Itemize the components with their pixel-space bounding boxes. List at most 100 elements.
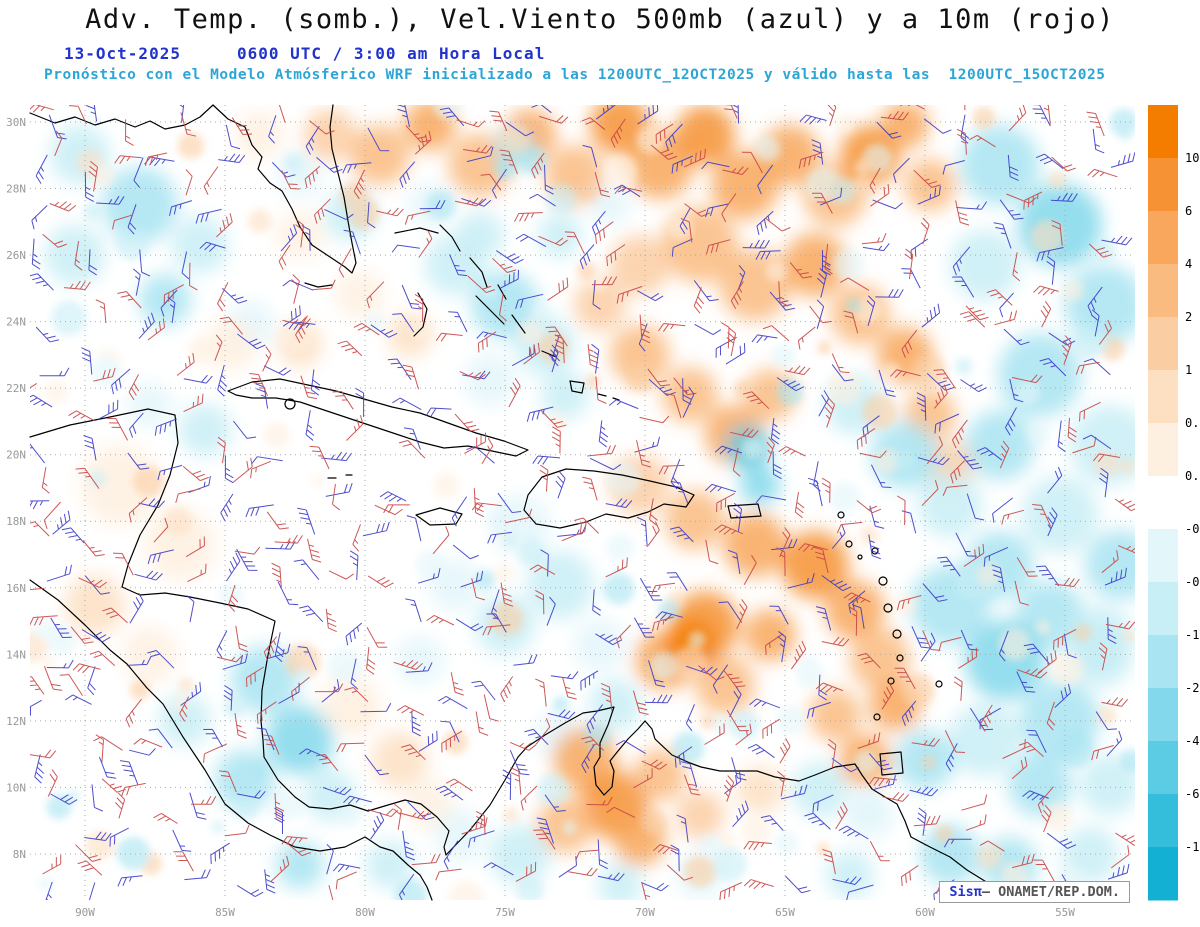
coastline-florida-keys: [304, 282, 333, 288]
wind-barb-10m: [219, 770, 237, 793]
wind-barb-10m: [112, 214, 134, 230]
wind-barb-500mb: [582, 144, 598, 168]
wind-barb-10m: [72, 663, 101, 674]
wind-barb-10m: [1011, 756, 1028, 780]
wind-barb-500mb: [84, 171, 95, 203]
wind-barb-10m: [175, 488, 201, 503]
wind-barb-500mb: [98, 756, 117, 779]
wind-barb-500mb: [777, 631, 787, 663]
wind-barb-500mb: [50, 793, 78, 805]
wind-barb-500mb: [597, 872, 625, 882]
wind-barb-500mb: [222, 653, 248, 670]
shading-speckle: [954, 357, 973, 376]
colorbar-segment: [1148, 317, 1178, 371]
wind-barb-500mb: [299, 748, 328, 759]
shading-blob: [122, 627, 178, 683]
colorbar-segment: [1148, 370, 1178, 424]
wind-barb-500mb: [586, 704, 604, 734]
colorbar: 10 6 4 2 1 0.5 0.1 -0.1 -0.5 -1 -2 -4 -6 -10: [1148, 105, 1200, 901]
coastline-island: [873, 713, 881, 721]
wind-barb-500mb: [84, 831, 112, 841]
wind-barb-10m: [614, 186, 643, 195]
wind-barb-10m: [463, 144, 493, 154]
wind-barb-500mb: [1083, 358, 1111, 376]
wind-barb-500mb: [799, 114, 827, 125]
wind-barb-10m: [729, 428, 759, 438]
wind-barb-500mb: [550, 671, 579, 680]
wind-barb-10m: [616, 624, 632, 649]
wind-barb-10m: [735, 723, 752, 746]
colorbar-tick-label: 1: [1185, 363, 1192, 377]
wind-barb-500mb: [362, 521, 390, 537]
wind-barb-10m: [404, 210, 431, 225]
shading-speckle: [817, 340, 832, 355]
wind-barb-500mb: [532, 455, 561, 465]
wind-barb-10m: [538, 235, 568, 247]
coastline-island: [887, 677, 895, 685]
shading-speckle: [713, 847, 747, 882]
wind-barb-500mb: [83, 435, 97, 461]
wind-barb-500mb: [169, 200, 193, 216]
wind-barb-10m: [650, 144, 678, 160]
wind-barb-10m: [435, 868, 462, 881]
wind-barb-500mb: [1046, 256, 1056, 285]
wind-barb-500mb: [225, 124, 241, 150]
wind-barb-10m: [216, 213, 233, 238]
wind-barb-500mb: [324, 208, 354, 220]
wind-barb-10m: [649, 498, 658, 526]
wind-barb-10m: [309, 120, 335, 135]
shading-speckle: [602, 572, 635, 605]
shading-blob: [236, 111, 284, 159]
shading-speckle: [537, 332, 569, 363]
wind-barb-10m: [304, 165, 321, 189]
wind-barb-500mb: [199, 241, 226, 252]
wind-barb-500mb: [236, 789, 266, 799]
wind-barb-10m: [857, 732, 881, 749]
lat-tick-label: 8N: [13, 848, 26, 861]
wind-barb-500mb: [515, 293, 544, 310]
wind-barb-10m: [1023, 191, 1043, 210]
lat-tick-label: 30N: [6, 116, 26, 129]
wind-barb-10m: [75, 467, 100, 489]
shading-speckle: [1062, 280, 1084, 302]
wind-barb-10m: [610, 118, 626, 148]
wind-barb-500mb: [395, 105, 410, 128]
wind-barb-10m: [43, 666, 63, 691]
shading-speckle: [776, 705, 806, 735]
shading-speckle: [426, 190, 456, 220]
wind-barb-10m: [538, 115, 569, 124]
wind-barb-500mb: [175, 105, 186, 123]
shading-speckle: [51, 300, 87, 336]
wind-barb-10m: [315, 683, 344, 693]
colorbar-tick-label: -4: [1185, 734, 1199, 748]
shading-speckle: [862, 394, 897, 430]
wind-barb-10m: [639, 314, 651, 344]
wind-barb-10m: [1033, 859, 1056, 883]
wind-barb-10m: [450, 672, 464, 696]
shading-speckle: [603, 154, 638, 189]
wind-barb-500mb: [983, 546, 1009, 567]
shading-blob: [128, 383, 172, 427]
wind-barb-500mb: [776, 377, 805, 392]
wind-barb-10m: [1037, 650, 1057, 674]
wind-barb-10m: [798, 151, 824, 169]
wind-barb-500mb: [976, 447, 1003, 461]
wind-barb-10m: [1040, 301, 1052, 328]
wind-barb-10m: [539, 464, 549, 492]
shading-blob: [350, 125, 410, 185]
wind-barb-500mb: [64, 694, 92, 705]
wind-barb-500mb: [917, 185, 941, 205]
shading-speckle: [765, 260, 788, 283]
wind-barb-500mb: [184, 869, 211, 881]
wind-barb-500mb: [476, 331, 507, 339]
wind-barb-500mb: [50, 617, 72, 639]
wind-barb-10m: [128, 497, 148, 523]
wind-barb-500mb: [733, 502, 743, 533]
wind-barb-10m: [606, 806, 636, 818]
wind-barb-10m: [1061, 335, 1072, 365]
wind-barb-10m: [113, 552, 134, 576]
wind-barb-500mb: [608, 399, 639, 410]
wind-barb-500mb: [332, 863, 361, 873]
wind-barb-10m: [889, 369, 921, 379]
shading-speckle: [296, 669, 309, 683]
